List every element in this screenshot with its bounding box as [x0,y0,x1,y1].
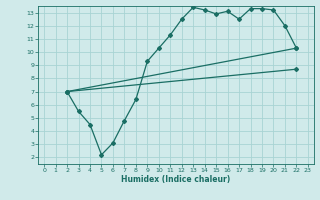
X-axis label: Humidex (Indice chaleur): Humidex (Indice chaleur) [121,175,231,184]
